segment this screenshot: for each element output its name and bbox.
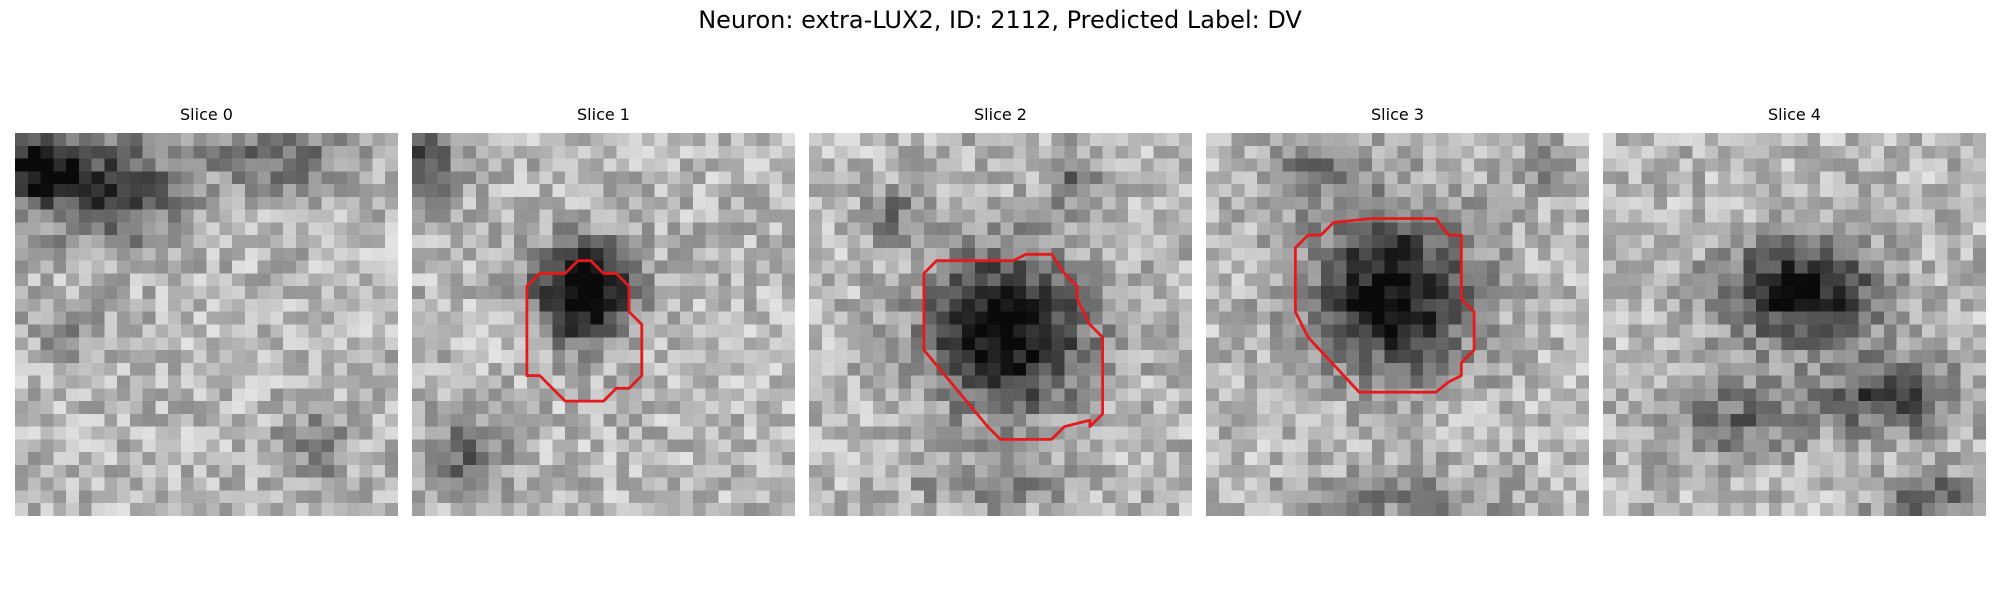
slice-image [412, 133, 795, 516]
slice-title: Slice 4 [1768, 105, 1821, 124]
slice-title: Slice 3 [1371, 105, 1424, 124]
slice-title: Slice 2 [974, 105, 1027, 124]
segmentation-contour [525, 259, 644, 403]
slice-image [1603, 133, 1986, 516]
segmentation-contour [922, 252, 1105, 441]
figure-title: Neuron: extra-LUX2, ID: 2112, Predicted … [698, 6, 1302, 34]
slice-image [809, 133, 1192, 516]
slice-title: Slice 0 [180, 105, 233, 124]
segmentation-contour [1293, 217, 1476, 394]
slice-title: Slice 1 [577, 105, 630, 124]
slice-image [1206, 133, 1589, 516]
slice-image [15, 133, 398, 516]
